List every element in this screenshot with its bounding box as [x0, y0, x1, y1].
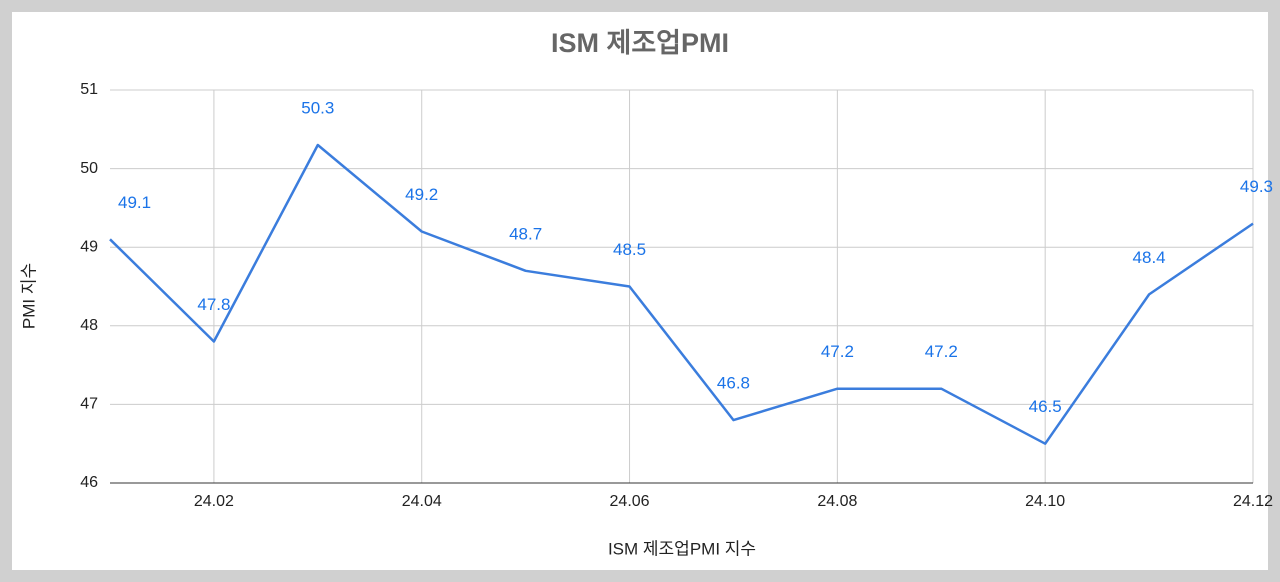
- y-tick-label: 49: [80, 238, 98, 255]
- chart-title: ISM 제조업PMI: [551, 28, 729, 58]
- data-label: 49.2: [405, 185, 438, 204]
- y-tick-label: 48: [80, 317, 98, 334]
- data-label: 49.3: [1240, 177, 1273, 196]
- x-tick-label: 24.04: [402, 493, 442, 510]
- data-label: 47.2: [925, 342, 958, 361]
- x-tick-label: 24.06: [610, 493, 650, 510]
- y-tick-label: 47: [80, 396, 98, 413]
- y-tick-label: 51: [80, 81, 98, 98]
- x-axis-title: ISM 제조업PMI 지수: [608, 539, 756, 558]
- data-label: 50.3: [301, 99, 334, 118]
- y-tick-label: 50: [80, 160, 98, 177]
- data-label: 48.7: [509, 224, 542, 243]
- y-tick-label: 46: [80, 474, 98, 491]
- data-label: 48.4: [1133, 248, 1166, 267]
- data-label: 46.8: [717, 374, 750, 393]
- y-axis-title: PMI 지수: [19, 263, 38, 329]
- data-label: 49.1: [118, 193, 151, 212]
- data-label: 47.8: [197, 295, 230, 314]
- x-tick-label: 24.10: [1025, 493, 1065, 510]
- x-tick-label: 24.08: [817, 493, 857, 510]
- chart-background: [12, 12, 1268, 570]
- data-label: 47.2: [821, 342, 854, 361]
- x-tick-label: 24.12: [1233, 493, 1273, 510]
- data-label: 46.5: [1029, 397, 1062, 416]
- data-label: 48.5: [613, 240, 646, 259]
- x-tick-label: 24.02: [194, 493, 234, 510]
- data-line: [109, 143, 1254, 445]
